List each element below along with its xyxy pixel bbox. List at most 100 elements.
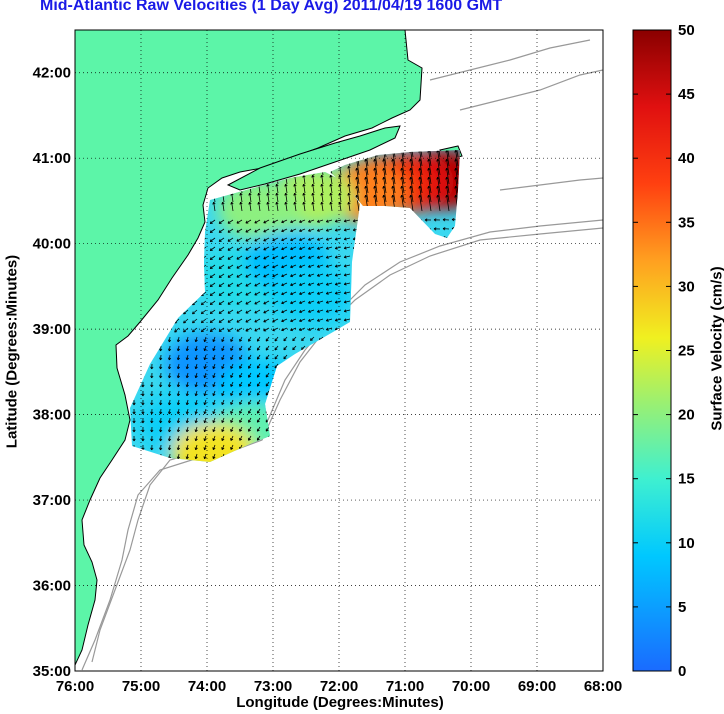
velocity-vector (339, 193, 342, 203)
velocity-vector-head (239, 366, 243, 369)
velocity-vector-head (344, 284, 347, 286)
velocity-vector (254, 300, 261, 305)
velocity-vector-head (317, 275, 320, 277)
velocity-vector (227, 273, 234, 278)
velocity-vector (186, 336, 189, 342)
colorbar-tick-label: 0 (678, 663, 686, 680)
velocity-vector-head (344, 257, 347, 259)
velocity-vector (245, 327, 252, 332)
velocity-vector (308, 273, 315, 277)
velocity-vector (335, 264, 342, 267)
velocity-vector (344, 318, 351, 321)
y-tick-label: 41:00 (33, 150, 71, 167)
velocity-vector-head (204, 447, 207, 451)
velocity-vector (212, 381, 216, 387)
velocity-vector-head (317, 221, 320, 223)
y-tick-label: 39:00 (33, 321, 71, 338)
velocity-vector-head (266, 366, 269, 369)
velocity-vector (348, 184, 351, 194)
velocity-vector (195, 372, 198, 378)
velocity-vector-head (168, 357, 172, 361)
velocity-vector (245, 228, 252, 233)
velocity-vector (201, 327, 207, 333)
velocity-vector (299, 291, 306, 295)
velocity-vector (230, 417, 234, 423)
velocity-vector-head (344, 248, 347, 250)
velocity-vector (317, 291, 324, 295)
velocity-vector (455, 159, 459, 176)
velocity-vector (218, 237, 225, 242)
velocity-vector (326, 318, 333, 322)
velocity-vector (212, 336, 216, 342)
velocity-vector (428, 159, 432, 176)
velocity-vector (419, 195, 423, 212)
velocity-vector (186, 363, 189, 369)
velocity-vector-head (344, 311, 347, 313)
velocity-vector (267, 202, 270, 212)
velocity-vector-head (275, 183, 278, 187)
velocity-vector-head (317, 248, 320, 250)
velocity-vector-head (213, 429, 216, 433)
velocity-vector (299, 300, 306, 304)
velocity-vector (321, 175, 324, 185)
velocity-vector (437, 177, 441, 194)
velocity-vector (254, 309, 261, 314)
velocity-vector (290, 246, 297, 250)
velocity-vector (326, 255, 333, 259)
velocity-vector (239, 426, 243, 432)
velocity-vector (308, 318, 315, 322)
velocity-vector (186, 444, 189, 450)
velocity-vector (272, 291, 279, 296)
velocity-blob (270, 264, 355, 325)
velocity-vector-head (195, 411, 198, 415)
velocity-vector-head (151, 393, 154, 397)
velocity-vector (437, 195, 441, 212)
velocity-vector-head (221, 375, 225, 378)
velocity-vector-head (266, 201, 269, 205)
velocity-vector-head (177, 402, 181, 406)
velocity-vector (308, 228, 315, 232)
velocity-vector (204, 435, 207, 441)
velocity-vector (209, 318, 216, 323)
velocity-vector (204, 372, 207, 378)
velocity-vector (204, 453, 207, 459)
velocity-vector-head (293, 183, 296, 187)
velocity-vector-head (213, 402, 216, 406)
velocity-vector (335, 318, 342, 321)
velocity-vector (401, 150, 405, 158)
velocity-vector (339, 175, 342, 185)
velocity-vector (257, 390, 261, 396)
velocity-vector (168, 345, 171, 352)
velocity-vector (236, 282, 243, 287)
velocity-vector (239, 345, 243, 351)
velocity-vector (330, 202, 333, 212)
velocity-vector (218, 309, 225, 314)
velocity-vector (374, 159, 378, 176)
velocity-vector (374, 177, 378, 194)
velocity-vector-head (317, 239, 320, 241)
velocity-vector-head (454, 159, 456, 162)
velocity-vector (365, 159, 369, 176)
velocity-vector (186, 408, 189, 414)
x-tick-label: 75:00 (122, 678, 160, 695)
velocity-vector (446, 195, 450, 212)
velocity-vector (344, 300, 351, 303)
velocity-vector-head (204, 348, 207, 352)
velocity-vector-head (382, 177, 384, 180)
velocity-vector (218, 228, 225, 233)
velocity-vector (303, 202, 306, 212)
velocity-vector (254, 246, 261, 251)
velocity-vector (195, 417, 198, 423)
velocity-vector-head (317, 257, 320, 259)
velocity-vector (245, 264, 252, 269)
velocity-vector-head (257, 348, 260, 351)
velocity-vector-head (433, 228, 437, 231)
velocity-vector-head (274, 348, 278, 351)
velocity-vector (335, 237, 342, 240)
velocity-vector-head (195, 357, 198, 361)
velocity-vector-head (257, 393, 260, 396)
velocity-vector (317, 237, 324, 241)
velocity-vector-head (151, 438, 154, 442)
land-mainland (75, 30, 423, 666)
velocity-vector-head (174, 322, 178, 324)
